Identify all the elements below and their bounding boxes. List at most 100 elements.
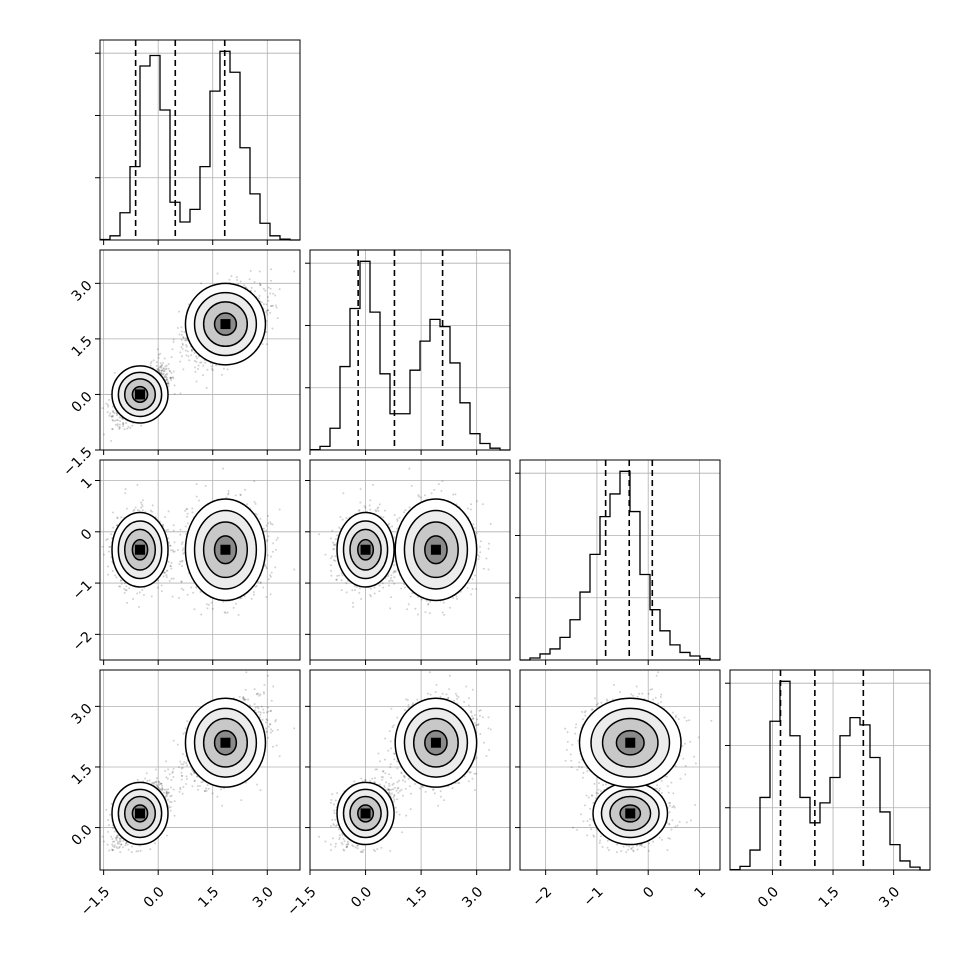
density-peak: [135, 389, 145, 400]
scatter-point: [194, 370, 197, 373]
scatter-point: [269, 522, 272, 525]
scatter-point: [173, 392, 176, 395]
scatter-point: [163, 572, 166, 575]
scatter-point: [271, 304, 274, 307]
scatter-point: [169, 544, 172, 547]
scatter-point: [195, 380, 198, 383]
scatter-point: [293, 568, 296, 571]
scatter-point: [166, 379, 169, 382]
scatter-point: [269, 575, 272, 578]
scatter-point: [120, 516, 123, 519]
scatter-point: [162, 373, 165, 376]
scatter-point: [142, 594, 145, 597]
scatter-point: [167, 382, 170, 385]
scatter-point: [265, 524, 268, 527]
scatter-point: [190, 354, 193, 357]
scatter-point: [126, 601, 129, 604]
scatter-point: [276, 536, 279, 539]
scatter-point: [191, 350, 194, 353]
scatter-point: [169, 376, 172, 379]
scatter-point: [255, 513, 258, 516]
scatter-point: [196, 367, 199, 370]
scatter-point: [163, 370, 166, 373]
scatter-point: [243, 284, 246, 287]
panels-layer: −1.50.01.53.0−2−101−1.5 0.0 1.5 3.00.01.53.…: [60, 39, 931, 919]
scatter-point: [237, 613, 240, 616]
scatter-point: [191, 507, 194, 510]
scatter-point: [264, 563, 267, 566]
scatter-point: [116, 423, 119, 426]
scatter-point: [272, 292, 275, 295]
scatter-point: [111, 418, 114, 421]
scatter-point: [181, 559, 184, 562]
scatter-point: [227, 493, 230, 496]
scatter-point: [149, 364, 152, 367]
scatter-point: [164, 571, 167, 574]
scatter-point: [105, 402, 108, 405]
scatter-point: [196, 357, 199, 360]
scatter-point: [180, 330, 183, 333]
scatter-point: [112, 526, 115, 529]
scatter-point: [239, 280, 242, 283]
y-tick-label: 1.5: [69, 333, 96, 360]
scatter-point: [119, 585, 122, 588]
scatter-point: [116, 517, 119, 520]
scatter-point: [111, 428, 114, 431]
scatter-point: [120, 582, 123, 585]
scatter-point: [216, 272, 219, 275]
scatter-point: [184, 339, 187, 342]
scatter-point: [199, 590, 202, 593]
scatter-point: [109, 545, 112, 548]
scatter-point: [181, 342, 184, 345]
scatter-point: [159, 352, 162, 355]
scatter-point: [170, 372, 173, 375]
scatter-point: [181, 541, 184, 544]
scatter-point: [202, 364, 205, 367]
scatter-point: [197, 499, 200, 502]
scatter-point: [156, 586, 159, 589]
scatter-point: [108, 414, 111, 417]
scatter-point: [136, 508, 139, 511]
scatter-point: [172, 338, 175, 341]
scatter-point: [200, 613, 203, 616]
scatter-point: [169, 549, 172, 552]
scatter-point: [131, 424, 134, 427]
scatter-point: [243, 595, 246, 598]
scatter-point: [107, 565, 110, 568]
scatter-point: [265, 540, 268, 543]
scatter-point: [171, 549, 174, 552]
scatter-point: [182, 336, 185, 339]
scatter-point: [183, 331, 186, 334]
scatter-point: [267, 522, 270, 525]
scatter-point: [101, 545, 104, 548]
scatter-point: [249, 269, 252, 272]
scatter-point: [180, 560, 183, 563]
scatter-point: [181, 355, 184, 358]
scatter-point: [269, 287, 272, 290]
scatter-point: [190, 586, 193, 589]
scatter-point: [181, 343, 184, 346]
scatter-point: [160, 584, 163, 587]
scatter-point: [172, 529, 175, 532]
scatter-point: [132, 509, 135, 512]
scatter-point: [259, 284, 262, 287]
panel-frame: [99, 249, 301, 451]
scatter-point: [106, 411, 109, 414]
scatter-point: [186, 515, 189, 518]
scatter-point: [266, 313, 269, 316]
scatter-point: [111, 415, 114, 418]
scatter-point: [257, 297, 260, 300]
scatter-point: [260, 301, 263, 304]
scatter-point: [161, 523, 164, 526]
scatter-point: [112, 419, 115, 422]
scatter-point: [195, 495, 198, 498]
scatter-point: [180, 580, 183, 583]
scatter-point: [162, 361, 165, 364]
scatter-point: [270, 555, 273, 558]
scatter-point: [266, 309, 269, 312]
scatter-point: [101, 407, 104, 410]
scatter-point: [269, 292, 272, 295]
scatter-point: [253, 501, 256, 504]
scatter-point: [165, 378, 168, 381]
scatter-point: [188, 359, 191, 362]
